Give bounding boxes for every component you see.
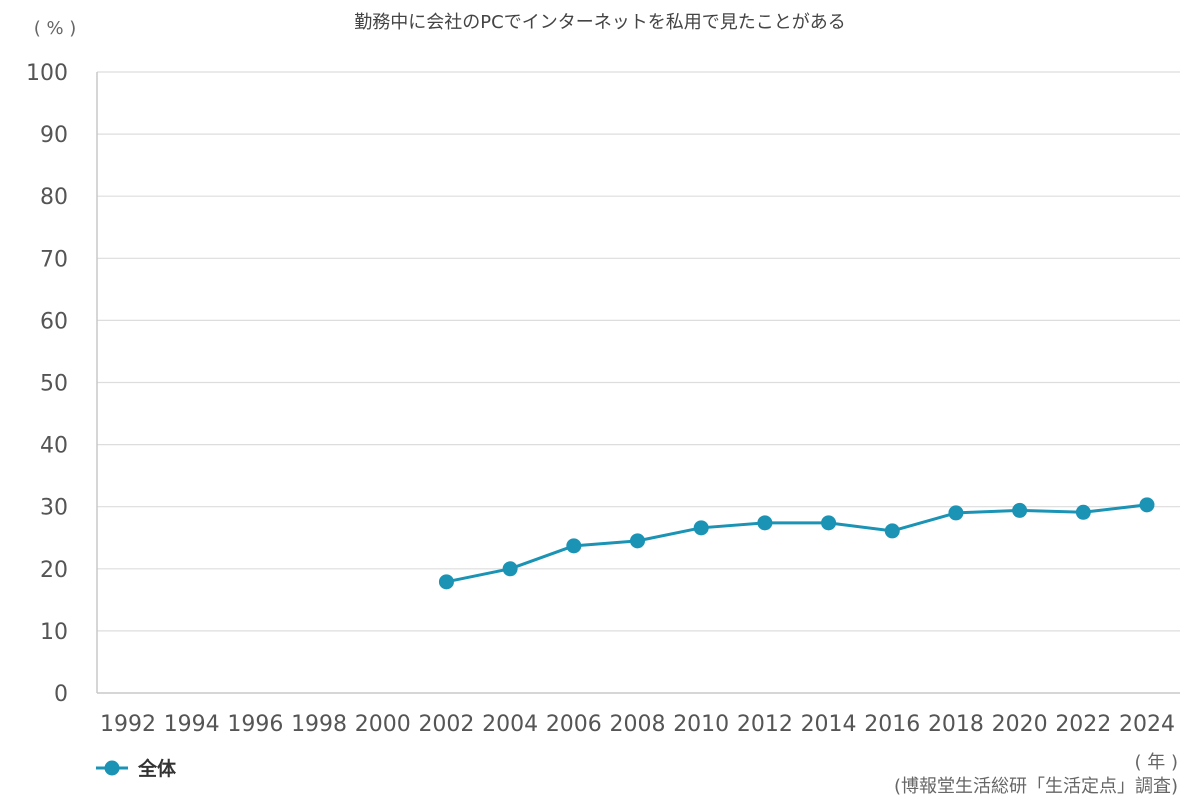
x-tick-label: 2002	[418, 712, 474, 737]
x-tick-label: 2008	[610, 712, 666, 737]
x-tick-label: 2020	[992, 712, 1048, 737]
y-tick-label: 10	[40, 620, 68, 645]
data-point-2012	[757, 515, 773, 531]
data-point-2014	[821, 515, 837, 531]
data-point-2024	[1139, 497, 1155, 513]
data-point-2016	[884, 523, 900, 539]
y-axis-tick-labels: 0 10 20 30 40 50 60 70 80 90 100	[26, 61, 68, 707]
x-tick-label: 1996	[227, 712, 283, 737]
x-tick-label: 1992	[100, 712, 156, 737]
data-point-2020	[1012, 502, 1028, 518]
y-tick-label: 90	[40, 123, 68, 148]
y-tick-label: 60	[40, 309, 68, 334]
data-point-2008	[630, 533, 645, 549]
x-tick-label: 2010	[673, 712, 729, 737]
y-tick-label: 0	[54, 682, 68, 707]
x-tick-label: 2024	[1119, 712, 1175, 737]
y-tick-label: 100	[26, 61, 68, 86]
data-point-2010	[693, 520, 709, 536]
x-tick-label: 2018	[928, 712, 984, 737]
y-tick-label: 70	[40, 247, 68, 272]
x-tick-label: 2006	[546, 712, 602, 737]
x-tick-label: 1994	[164, 712, 220, 737]
legend-series-label: 全体	[137, 757, 177, 780]
data-point-2004	[502, 561, 518, 577]
y-tick-label: 20	[40, 558, 68, 583]
x-tick-label: 2012	[737, 712, 793, 737]
x-axis-tick-labels: 1992 1994 1996 1998 2000 2002 2004 2006 2008 2010…	[100, 712, 1175, 737]
x-axis-unit-label: ( 年 )	[1135, 752, 1179, 773]
chart-title: 勤務中に会社のPCでインターネットを私用で見たことがある	[354, 12, 845, 33]
source-note: (博報堂生活総研「生活定点」調査)	[894, 776, 1178, 797]
data-point-2022	[1075, 504, 1091, 520]
series-line-0	[446, 503, 1148, 584]
x-tick-label: 1998	[291, 712, 347, 737]
x-tick-label: 2014	[801, 712, 857, 737]
x-tick-label: 2004	[482, 712, 538, 737]
y-axis-unit-label: ( % )	[34, 18, 77, 39]
x-tick-label: 2022	[1055, 712, 1111, 737]
x-tick-label: 2000	[355, 712, 411, 737]
data-point-2002	[438, 574, 454, 590]
legend: 全体	[96, 757, 177, 780]
y-tick-label: 40	[40, 434, 68, 459]
grid-lines	[97, 71, 1180, 632]
series-layer	[438, 497, 1155, 590]
y-tick-label: 80	[40, 185, 68, 210]
legend-point-marker	[104, 760, 120, 776]
x-tick-label: 2016	[864, 712, 920, 737]
y-tick-label: 50	[40, 372, 68, 397]
data-point-2006	[566, 538, 582, 554]
data-point-2018	[948, 505, 964, 521]
y-tick-label: 30	[40, 496, 68, 521]
